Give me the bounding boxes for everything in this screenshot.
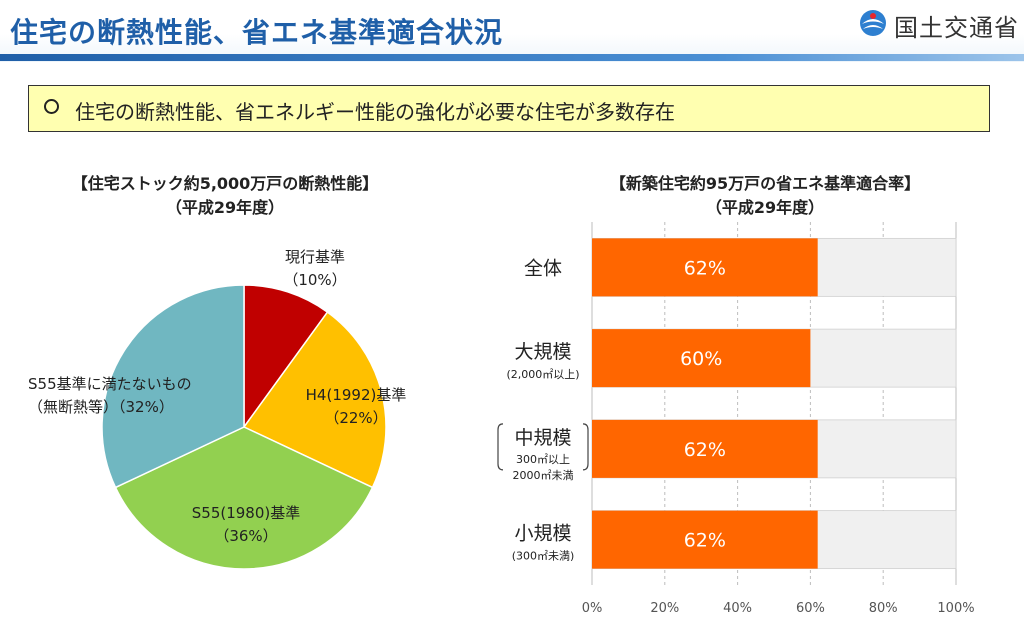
bar-subtitle-line: （平成29年度） [705, 198, 825, 217]
x-tick-label: 100% [937, 601, 974, 616]
pie-chart-title: 【住宅ストック約5,000万戸の断熱性能】 （平成29年度） [40, 172, 410, 220]
category-label: 全体 [524, 257, 562, 279]
x-tick-label: 40% [723, 601, 752, 616]
category-sublabel: 2000㎡未満 [513, 469, 574, 482]
category-label: 小規模 [514, 523, 571, 545]
bracket-right-icon [582, 423, 589, 471]
category-sublabel: (2,000㎡以上) [506, 368, 579, 381]
ministry-name: 国土交通省 [894, 14, 1019, 42]
header-bar: 住宅の断熱性能、省エネ基準適合状況 国土交通省 [0, 0, 1024, 62]
ministry-emblem-icon [860, 10, 886, 36]
bar-value-label: 62% [684, 439, 726, 461]
bar-value-label: 62% [684, 257, 726, 279]
bar-fill [592, 238, 818, 297]
bracket-left-icon [497, 423, 504, 471]
pie-slice [243, 284, 329, 430]
pie-slice-percent: （36%） [214, 527, 277, 545]
bar-chart-title: 【新築住宅約95万戸の省エネ基準適合率】 （平成29年度） [540, 172, 990, 220]
x-tick-label: 60% [796, 601, 825, 616]
summary-text: 住宅の断熱性能、省エネルギー性能の強化が必要な住宅が多数存在 [75, 100, 675, 124]
category-sublabel: (300㎡未満) [512, 550, 575, 563]
pie-slice-label: S55基準に満たないもの [28, 375, 192, 393]
x-tick-label: 0% [582, 601, 603, 616]
pie-slice [114, 426, 374, 570]
x-tick-label: 20% [650, 601, 679, 616]
bar-fill [592, 329, 811, 388]
x-tick-label: 80% [869, 601, 898, 616]
pie-slice-percent: （10%） [283, 271, 346, 289]
ministry-logo: 国土交通省 [858, 6, 1018, 46]
bullet-circle-icon [44, 99, 59, 114]
pie-slice [101, 284, 245, 489]
pie-slice-percent: （無断熱等）（32%） [28, 398, 174, 416]
category-label: 中規模 [514, 427, 571, 449]
category-label: 大規模 [514, 341, 571, 363]
pie-slice-label: S55(1980)基準 [192, 504, 301, 522]
bar-fill [592, 510, 818, 569]
pie-slice-label: 現行基準 [285, 248, 345, 266]
pie-title-line: 【住宅ストック約5,000万戸の断熱性能】 [71, 174, 379, 193]
header-rule [0, 54, 1024, 61]
bar-fill [592, 419, 818, 478]
pie-slice-label: H4(1992)基準 [306, 386, 407, 404]
bar-title-line: 【新築住宅約95万戸の省エネ基準適合率】 [609, 174, 921, 193]
bar-value-label: 62% [684, 530, 726, 552]
page-title: 住宅の断熱性能、省エネ基準適合状況 [10, 16, 504, 49]
pie-subtitle-line: （平成29年度） [165, 198, 285, 217]
category-sublabel: 300㎡以上 [516, 453, 570, 466]
pie-slice-percent: （22%） [324, 409, 387, 427]
bar-value-label: 60% [680, 348, 722, 370]
summary-banner: 住宅の断熱性能、省エネルギー性能の強化が必要な住宅が多数存在 [28, 85, 990, 132]
